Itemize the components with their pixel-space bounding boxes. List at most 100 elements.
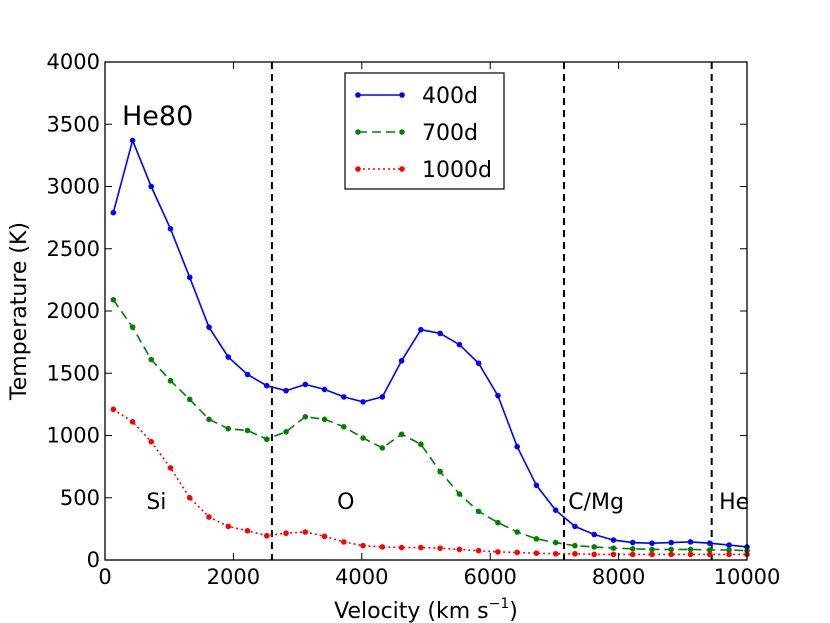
data-point-700d [167,377,174,384]
data-point-400d [263,382,270,389]
data-point-700d [263,436,270,443]
data-point-400d [186,274,193,281]
chart-title: He80 [122,101,193,132]
data-point-700d [206,416,212,423]
data-point-700d [552,539,559,546]
data-point-700d [341,423,347,430]
x-axis-label-sup: −1 [489,596,510,612]
y-tick-label: 1500 [47,361,100,385]
data-point-1000d [341,539,347,545]
data-point-400d [668,539,675,546]
data-point-700d [495,519,501,526]
legend-marker-400d [355,92,361,98]
y-tick-label: 1000 [47,424,100,448]
data-point-1000d [591,551,598,558]
data-point-1000d [129,419,136,425]
x-tick-label: 8000 [592,565,645,589]
data-point-400d [475,360,482,367]
data-point-400d [591,531,598,538]
data-point-700d [687,546,694,553]
data-point-400d [533,482,540,489]
y-tick-label: 3000 [47,175,100,199]
data-point-400d [514,443,520,450]
legend-box [344,72,505,190]
data-point-700d [649,546,655,553]
y-tick-label: 0 [87,548,100,572]
data-point-700d [360,435,366,441]
data-point-400d [110,209,117,216]
data-point-700d [398,431,405,438]
data-point-700d [706,547,713,553]
data-point-400d [244,371,251,378]
data-point-400d [418,326,424,333]
data-point-700d [225,425,232,432]
data-point-1000d [629,551,636,558]
data-point-400d [167,226,174,232]
data-point-1000d [110,406,117,413]
region-label: C/Mg [568,490,624,515]
data-point-400d [398,358,405,364]
data-point-1000d [706,551,713,558]
data-point-1000d [572,550,578,557]
x-axis-label-main: Velocity (km s [334,599,489,623]
data-point-400d [302,381,309,388]
x-tick-label: 2000 [207,565,260,589]
legend-marker-700d [355,129,361,135]
data-point-1000d [456,546,463,553]
legend-marker-400d [399,92,405,98]
legend-marker-1000d [355,166,361,172]
data-point-400d [456,341,463,348]
axis-ticks: 0 2000 4000 6000 8000 10000 0 500 1000 1500 2000 25… [47,50,781,589]
data-point-1000d [649,551,655,558]
data-point-700d [514,529,520,535]
data-point-400d [649,540,655,546]
x-tick-label: 0 [98,565,111,589]
data-point-400d [206,324,212,330]
data-point-400d [629,539,636,546]
legend-label-700d: 700d [422,121,478,146]
data-point-700d [591,544,598,550]
data-point-400d [726,542,732,548]
data-point-700d [475,508,482,515]
data-point-400d [129,137,136,144]
data-point-700d [629,545,636,552]
data-point-400d [437,330,443,337]
x-tick-label: 4000 [335,565,388,589]
data-point-400d [225,354,232,360]
y-axis-label: Temperature (K) [7,222,32,401]
data-point-700d [321,416,328,423]
x-axis-label-suffix: ) [509,599,518,623]
data-point-700d [302,414,309,420]
data-point-1000d [418,544,424,551]
y-tick-label: 2000 [47,299,100,323]
data-point-1000d [379,544,386,550]
data-point-1000d [668,551,675,558]
data-point-1000d [514,549,520,556]
region-label: He [719,490,749,515]
x-tick-label: 6000 [463,565,516,589]
data-point-400d [379,394,386,400]
series-layer [110,137,750,558]
data-point-700d [244,427,251,434]
data-point-400d [321,386,328,393]
region-label: O [337,490,354,515]
data-point-700d [726,547,732,553]
series-line-700d [112,299,748,552]
data-point-700d [456,491,463,497]
data-point-400d [360,399,366,405]
data-point-400d [706,540,713,546]
data-point-400d [610,537,617,543]
data-point-400d [552,507,559,513]
data-point-1000d [398,544,405,551]
data-point-700d [572,542,578,549]
legend-label-400d: 400d [422,84,478,109]
data-point-1000d [302,529,309,535]
data-point-1000d [283,530,289,537]
legend-marker-1000d [399,166,405,172]
data-point-700d [129,324,136,330]
data-point-1000d [167,465,174,471]
data-point-700d [110,296,117,303]
data-point-700d [379,445,386,451]
legend-marker-700d [399,129,405,135]
